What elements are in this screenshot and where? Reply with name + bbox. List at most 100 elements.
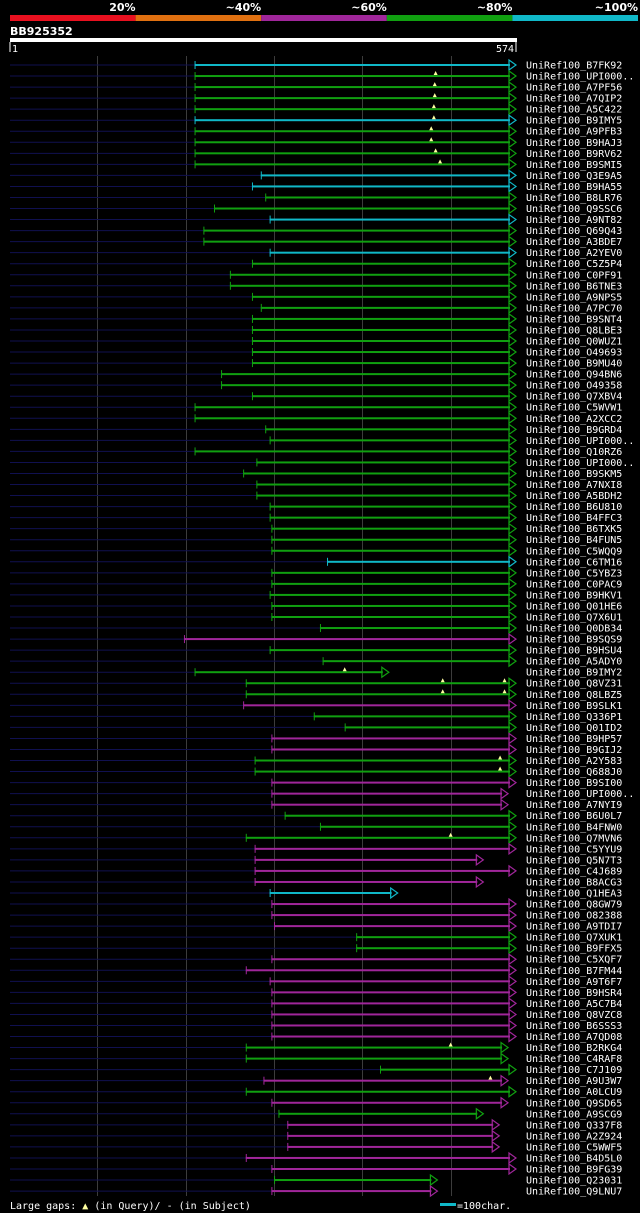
hit-name-label[interactable]: UniRef100_A7NYI9	[526, 800, 622, 811]
hit-name-label[interactable]: UniRef100_Q8GW79	[526, 900, 622, 911]
hit-name-label[interactable]: UniRef100_C5WVW1	[526, 403, 622, 414]
hit-name-label[interactable]: UniRef100_B9FG39	[526, 1165, 622, 1176]
hit-name-label[interactable]: UniRef100_B6TNE3	[526, 281, 622, 292]
hit-row[interactable]: UniRef100_UPI000..	[10, 69, 634, 83]
hit-name-label[interactable]: UniRef100_B9IMY2	[526, 668, 622, 679]
hit-row[interactable]: UniRef100_A2Y583	[10, 754, 622, 768]
hit-name-label[interactable]: UniRef100_B9HAJ3	[526, 138, 622, 149]
hit-row[interactable]: UniRef100_B9MU40	[10, 356, 622, 370]
hit-name-label[interactable]: UniRef100_A5ADY0	[526, 657, 622, 668]
hit-row[interactable]: UniRef100_B9HAJ3	[10, 136, 622, 149]
hit-name-label[interactable]: UniRef100_Q3E9A5	[526, 171, 622, 182]
hit-name-label[interactable]: UniRef100_C0PF91	[526, 270, 622, 281]
hit-name-label[interactable]: UniRef100_UPI000..	[526, 789, 634, 800]
hit-row[interactable]: UniRef100_C4RAF8	[10, 1052, 622, 1066]
hit-name-label[interactable]: UniRef100_A5C422	[526, 105, 622, 116]
hit-row[interactable]: UniRef100_Q8VZC8	[10, 1008, 622, 1021]
hit-row[interactable]: UniRef100_Q01HE6	[10, 599, 622, 613]
hit-row[interactable]: UniRef100_B9GIJ2	[10, 743, 622, 756]
hit-row[interactable]: UniRef100_Q8GW79	[10, 897, 622, 911]
hit-row[interactable]: UniRef100_B9RV62	[10, 147, 622, 160]
hit-row[interactable]: UniRef100_B8LR76	[10, 191, 622, 204]
hit-name-label[interactable]: UniRef100_Q7MVN6	[526, 833, 622, 844]
hit-name-label[interactable]: UniRef100_B4FUN5	[526, 535, 622, 546]
hit-row[interactable]: UniRef100_B9FFX5	[10, 942, 622, 955]
hit-row[interactable]: UniRef100_B4FFC3	[10, 511, 622, 525]
hit-row[interactable]: UniRef100_Q3E9A5	[10, 169, 622, 182]
hit-name-label[interactable]: UniRef100_B9FFX5	[526, 944, 622, 955]
hit-row[interactable]: UniRef100_Q0DB34	[10, 621, 622, 635]
hit-row[interactable]: UniRef100_A5ADY0	[10, 654, 622, 668]
hit-row[interactable]: UniRef100_B9SQS9	[10, 632, 622, 646]
hit-row[interactable]: UniRef100_Q336P1	[10, 710, 622, 723]
hit-row[interactable]: UniRef100_B9SKM5	[10, 467, 622, 480]
hit-name-label[interactable]: UniRef100_B2RKG4	[526, 1043, 622, 1054]
hit-name-label[interactable]: UniRef100_Q5N7T3	[526, 855, 622, 866]
hit-row[interactable]: UniRef100_Q7XBV4	[10, 390, 622, 403]
hit-row[interactable]: UniRef100_B9SMI5	[10, 158, 622, 171]
hit-name-label[interactable]: UniRef100_A5BDH2	[526, 491, 622, 502]
hit-row[interactable]: UniRef100_UPI000..	[10, 456, 634, 469]
hit-row[interactable]: UniRef100_C5YBZ3	[10, 566, 622, 580]
hit-row[interactable]: UniRef100_A0LCU9	[10, 1085, 622, 1099]
hit-row[interactable]: UniRef100_C5YYU9	[10, 842, 622, 856]
hit-name-label[interactable]: UniRef100_B6TXK5	[526, 524, 622, 535]
hit-name-label[interactable]: UniRef100_B9SNT4	[526, 314, 622, 325]
hit-row[interactable]: UniRef100_C5WVW1	[10, 401, 622, 414]
hit-name-label[interactable]: UniRef100_B7FM44	[526, 966, 622, 977]
hit-name-label[interactable]: UniRef100_A7PF56	[526, 83, 622, 94]
hit-name-label[interactable]: UniRef100_B9SI00	[526, 778, 622, 789]
hit-name-label[interactable]: UniRef100_Q7X6U1	[526, 613, 622, 624]
hit-row[interactable]: UniRef100_Q8LBE3	[10, 323, 622, 337]
hit-row[interactable]: UniRef100_Q7X6U1	[10, 610, 622, 624]
hit-row[interactable]: UniRef100_B9SI00	[10, 776, 622, 790]
hit-name-label[interactable]: UniRef100_O82388	[526, 911, 622, 922]
hit-row[interactable]: UniRef100_B9FG39	[10, 1162, 622, 1176]
hit-row[interactable]: UniRef100_B6TXK5	[10, 522, 622, 536]
hit-name-label[interactable]: UniRef100_B6U810	[526, 502, 622, 513]
hit-name-label[interactable]: UniRef100_B9HKV1	[526, 590, 622, 601]
hit-row[interactable]: UniRef100_Q8VZ31	[10, 677, 622, 690]
hit-name-label[interactable]: UniRef100_Q1HEA3	[526, 889, 622, 900]
hit-row[interactable]: UniRef100_C7J109	[10, 1063, 622, 1077]
hit-name-label[interactable]: UniRef100_Q7XUK1	[526, 933, 622, 944]
hit-name-label[interactable]: UniRef100_Q9SSC6	[526, 204, 622, 215]
hit-row[interactable]: UniRef100_Q69Q43	[10, 224, 622, 238]
hit-row[interactable]: UniRef100_B9IMY2	[10, 666, 622, 679]
hit-name-label[interactable]: UniRef100_C5Z5P4	[526, 259, 622, 270]
hit-row[interactable]: UniRef100_B6SSS3	[10, 1019, 622, 1032]
hit-name-label[interactable]: UniRef100_C0PAC9	[526, 579, 622, 590]
hit-name-label[interactable]: UniRef100_B9SQS9	[526, 635, 622, 646]
hit-row[interactable]: UniRef100_C6TM16	[10, 555, 622, 569]
hit-name-label[interactable]: UniRef100_Q69Q43	[526, 226, 622, 237]
hit-row[interactable]: UniRef100_B8ACG3	[10, 875, 622, 889]
hit-name-label[interactable]: UniRef100_B6SSS3	[526, 1021, 622, 1032]
hit-name-label[interactable]: UniRef100_Q94BN6	[526, 370, 622, 381]
hit-row[interactable]: UniRef100_A7PF56	[10, 80, 622, 94]
hit-row[interactable]: UniRef100_B7FK92	[10, 58, 622, 72]
hit-row[interactable]: UniRef100_B4FNW0	[10, 820, 622, 834]
hit-name-label[interactable]: UniRef100_Q7XBV4	[526, 392, 622, 403]
hit-row[interactable]: UniRef100_C5Z5P4	[10, 257, 622, 271]
hit-row[interactable]: UniRef100_A9T6F7	[10, 975, 622, 988]
hit-row[interactable]: UniRef100_C0PAC9	[10, 577, 622, 591]
hit-row[interactable]: UniRef100_A2Z924	[10, 1129, 622, 1143]
hit-name-label[interactable]: UniRef100_A7QD08	[526, 1032, 622, 1043]
hit-row[interactable]: UniRef100_B6U0L7	[10, 809, 622, 823]
hit-name-label[interactable]: UniRef100_A2XCC2	[526, 414, 622, 425]
hit-name-label[interactable]: UniRef100_B9MU40	[526, 359, 622, 370]
hit-row[interactable]: UniRef100_B9IMY5	[10, 114, 622, 127]
hit-name-label[interactable]: UniRef100_B9GIJ2	[526, 745, 622, 756]
hit-row[interactable]: UniRef100_B9SLK1	[10, 699, 622, 712]
hit-row[interactable]: UniRef100_B4D5L0	[10, 1151, 622, 1165]
hit-row[interactable]: UniRef100_B9HP57	[10, 732, 622, 745]
hit-name-label[interactable]: UniRef100_C7J109	[526, 1065, 622, 1076]
hit-row[interactable]: UniRef100_O49358	[10, 378, 622, 392]
hit-name-label[interactable]: UniRef100_A2Z924	[526, 1131, 622, 1142]
hit-name-label[interactable]: UniRef100_A9PFB3	[526, 127, 622, 138]
hit-name-label[interactable]: UniRef100_Q0DB34	[526, 624, 622, 635]
hit-name-label[interactable]: UniRef100_B8LR76	[526, 193, 622, 204]
hit-name-label[interactable]: UniRef100_A7NXI8	[526, 480, 622, 491]
hit-row[interactable]: UniRef100_A7NXI8	[10, 478, 622, 492]
hit-name-label[interactable]: UniRef100_UPI000..	[526, 72, 634, 83]
